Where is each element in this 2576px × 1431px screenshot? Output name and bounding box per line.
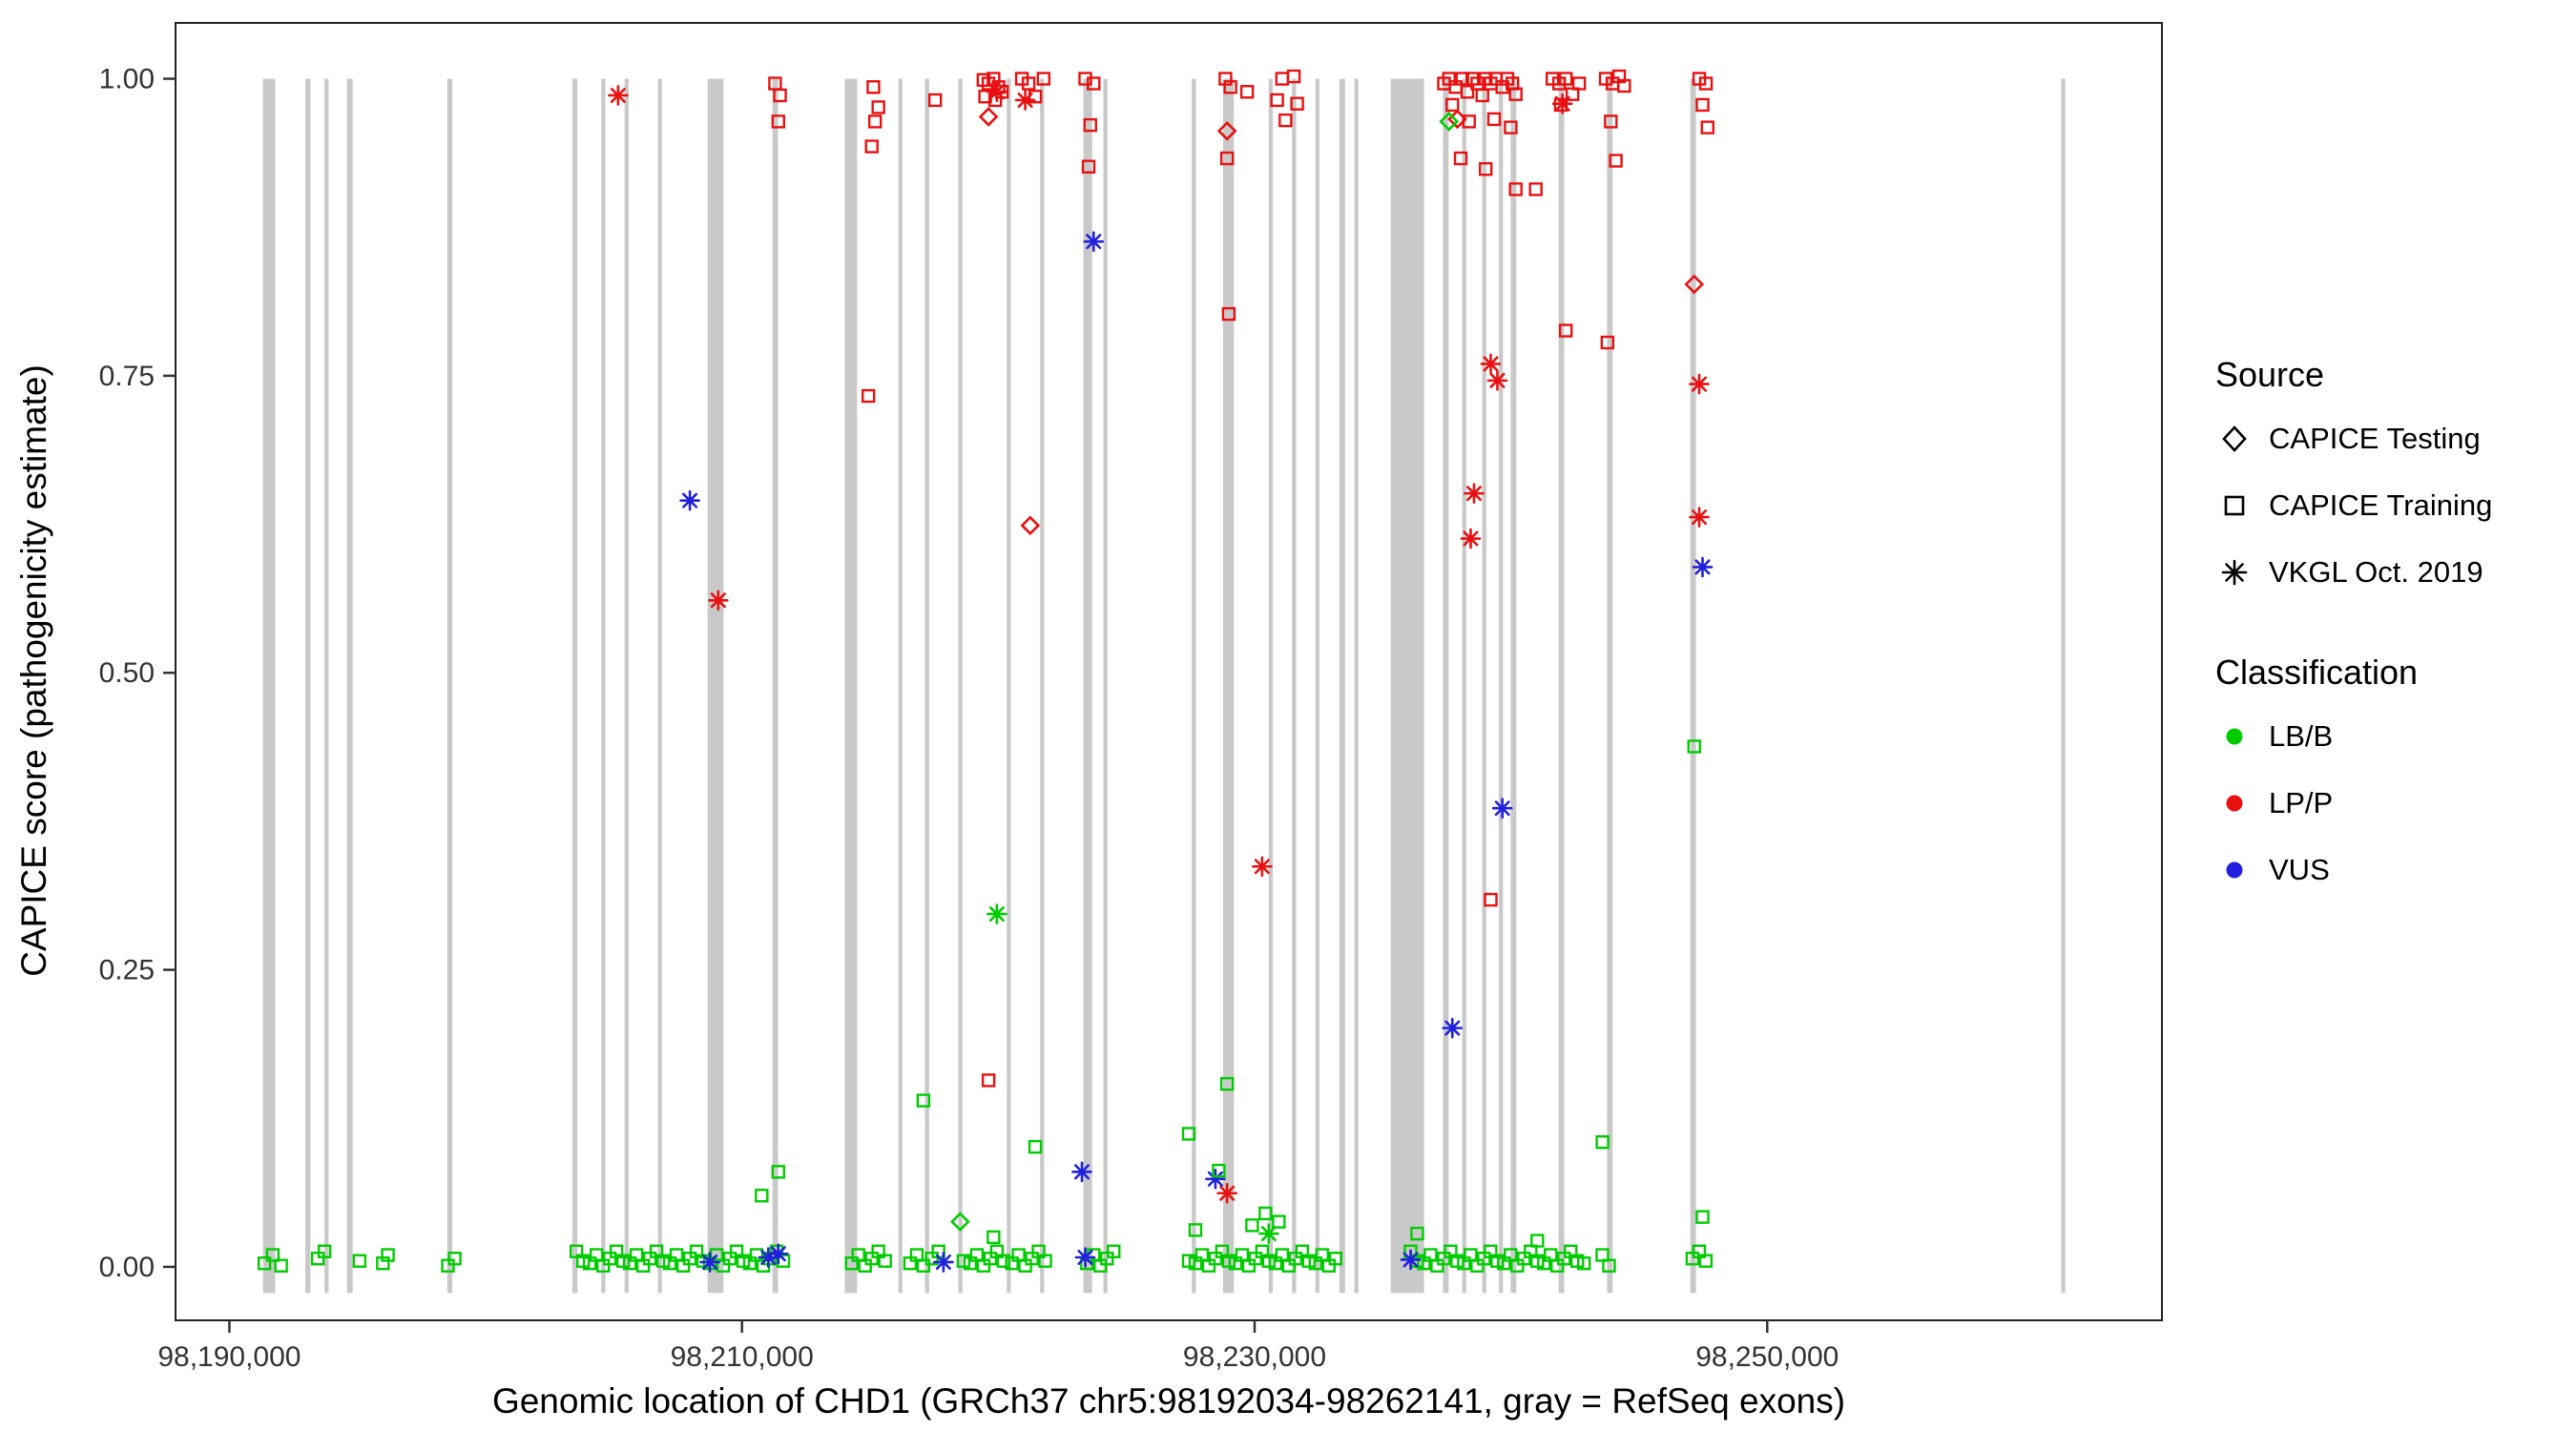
svg-text:0.75: 0.75 bbox=[99, 361, 155, 392]
legend-item-capice-testing: CAPICE Testing bbox=[2215, 420, 2492, 458]
blue-dot-icon bbox=[2226, 861, 2243, 879]
y-axis-title: CAPICE score (pathogenicity estimate) bbox=[14, 364, 53, 977]
legend-item-vkgl: VKGL Oct. 2019 bbox=[2215, 553, 2492, 591]
legend-item-label: LB/B bbox=[2269, 719, 2334, 753]
legend-group-source: Source CAPICE Testing CAPICE Training bbox=[2215, 355, 2492, 591]
green-dot-icon bbox=[2226, 728, 2243, 745]
legend-item-capice-training: CAPICE Training bbox=[2215, 487, 2492, 525]
svg-text:0.00: 0.00 bbox=[99, 1252, 155, 1283]
legend-item-label: VUS bbox=[2269, 853, 2330, 886]
svg-text:0.50: 0.50 bbox=[99, 657, 155, 689]
legend-item-label: LP/P bbox=[2269, 786, 2334, 819]
diamond-icon bbox=[2222, 425, 2247, 452]
legend-classification-title: Classification bbox=[2215, 653, 2419, 692]
legend-item-lbb: LB/B bbox=[2215, 717, 2492, 756]
square-icon bbox=[2224, 495, 2245, 516]
legend-item-vus: VUS bbox=[2215, 851, 2492, 889]
legend-item-lpp: LP/P bbox=[2215, 784, 2492, 822]
x-axis-title: Genomic location of CHD1 (GRCh37 chr5:98… bbox=[491, 1381, 1846, 1421]
legend: Source CAPICE Testing CAPICE Training bbox=[2215, 355, 2492, 918]
legend-item-label: CAPICE Testing bbox=[2269, 422, 2481, 455]
svg-text:98,190,000: 98,190,000 bbox=[157, 1341, 301, 1373]
legend-item-label: CAPICE Training bbox=[2269, 488, 2493, 522]
legend-group-classification: Classification LB/B LP/P VUS bbox=[2215, 653, 2492, 889]
svg-text:98,210,000: 98,210,000 bbox=[671, 1341, 814, 1373]
svg-text:1.00: 1.00 bbox=[99, 64, 155, 95]
svg-text:98,250,000: 98,250,000 bbox=[1695, 1341, 1839, 1373]
svg-text:98,230,000: 98,230,000 bbox=[1183, 1341, 1326, 1373]
svg-text:0.25: 0.25 bbox=[99, 955, 155, 986]
red-dot-icon bbox=[2226, 795, 2243, 812]
legend-item-label: VKGL Oct. 2019 bbox=[2269, 555, 2483, 589]
legend-source-title: Source bbox=[2215, 355, 2325, 394]
asterisk-icon bbox=[2221, 559, 2248, 586]
